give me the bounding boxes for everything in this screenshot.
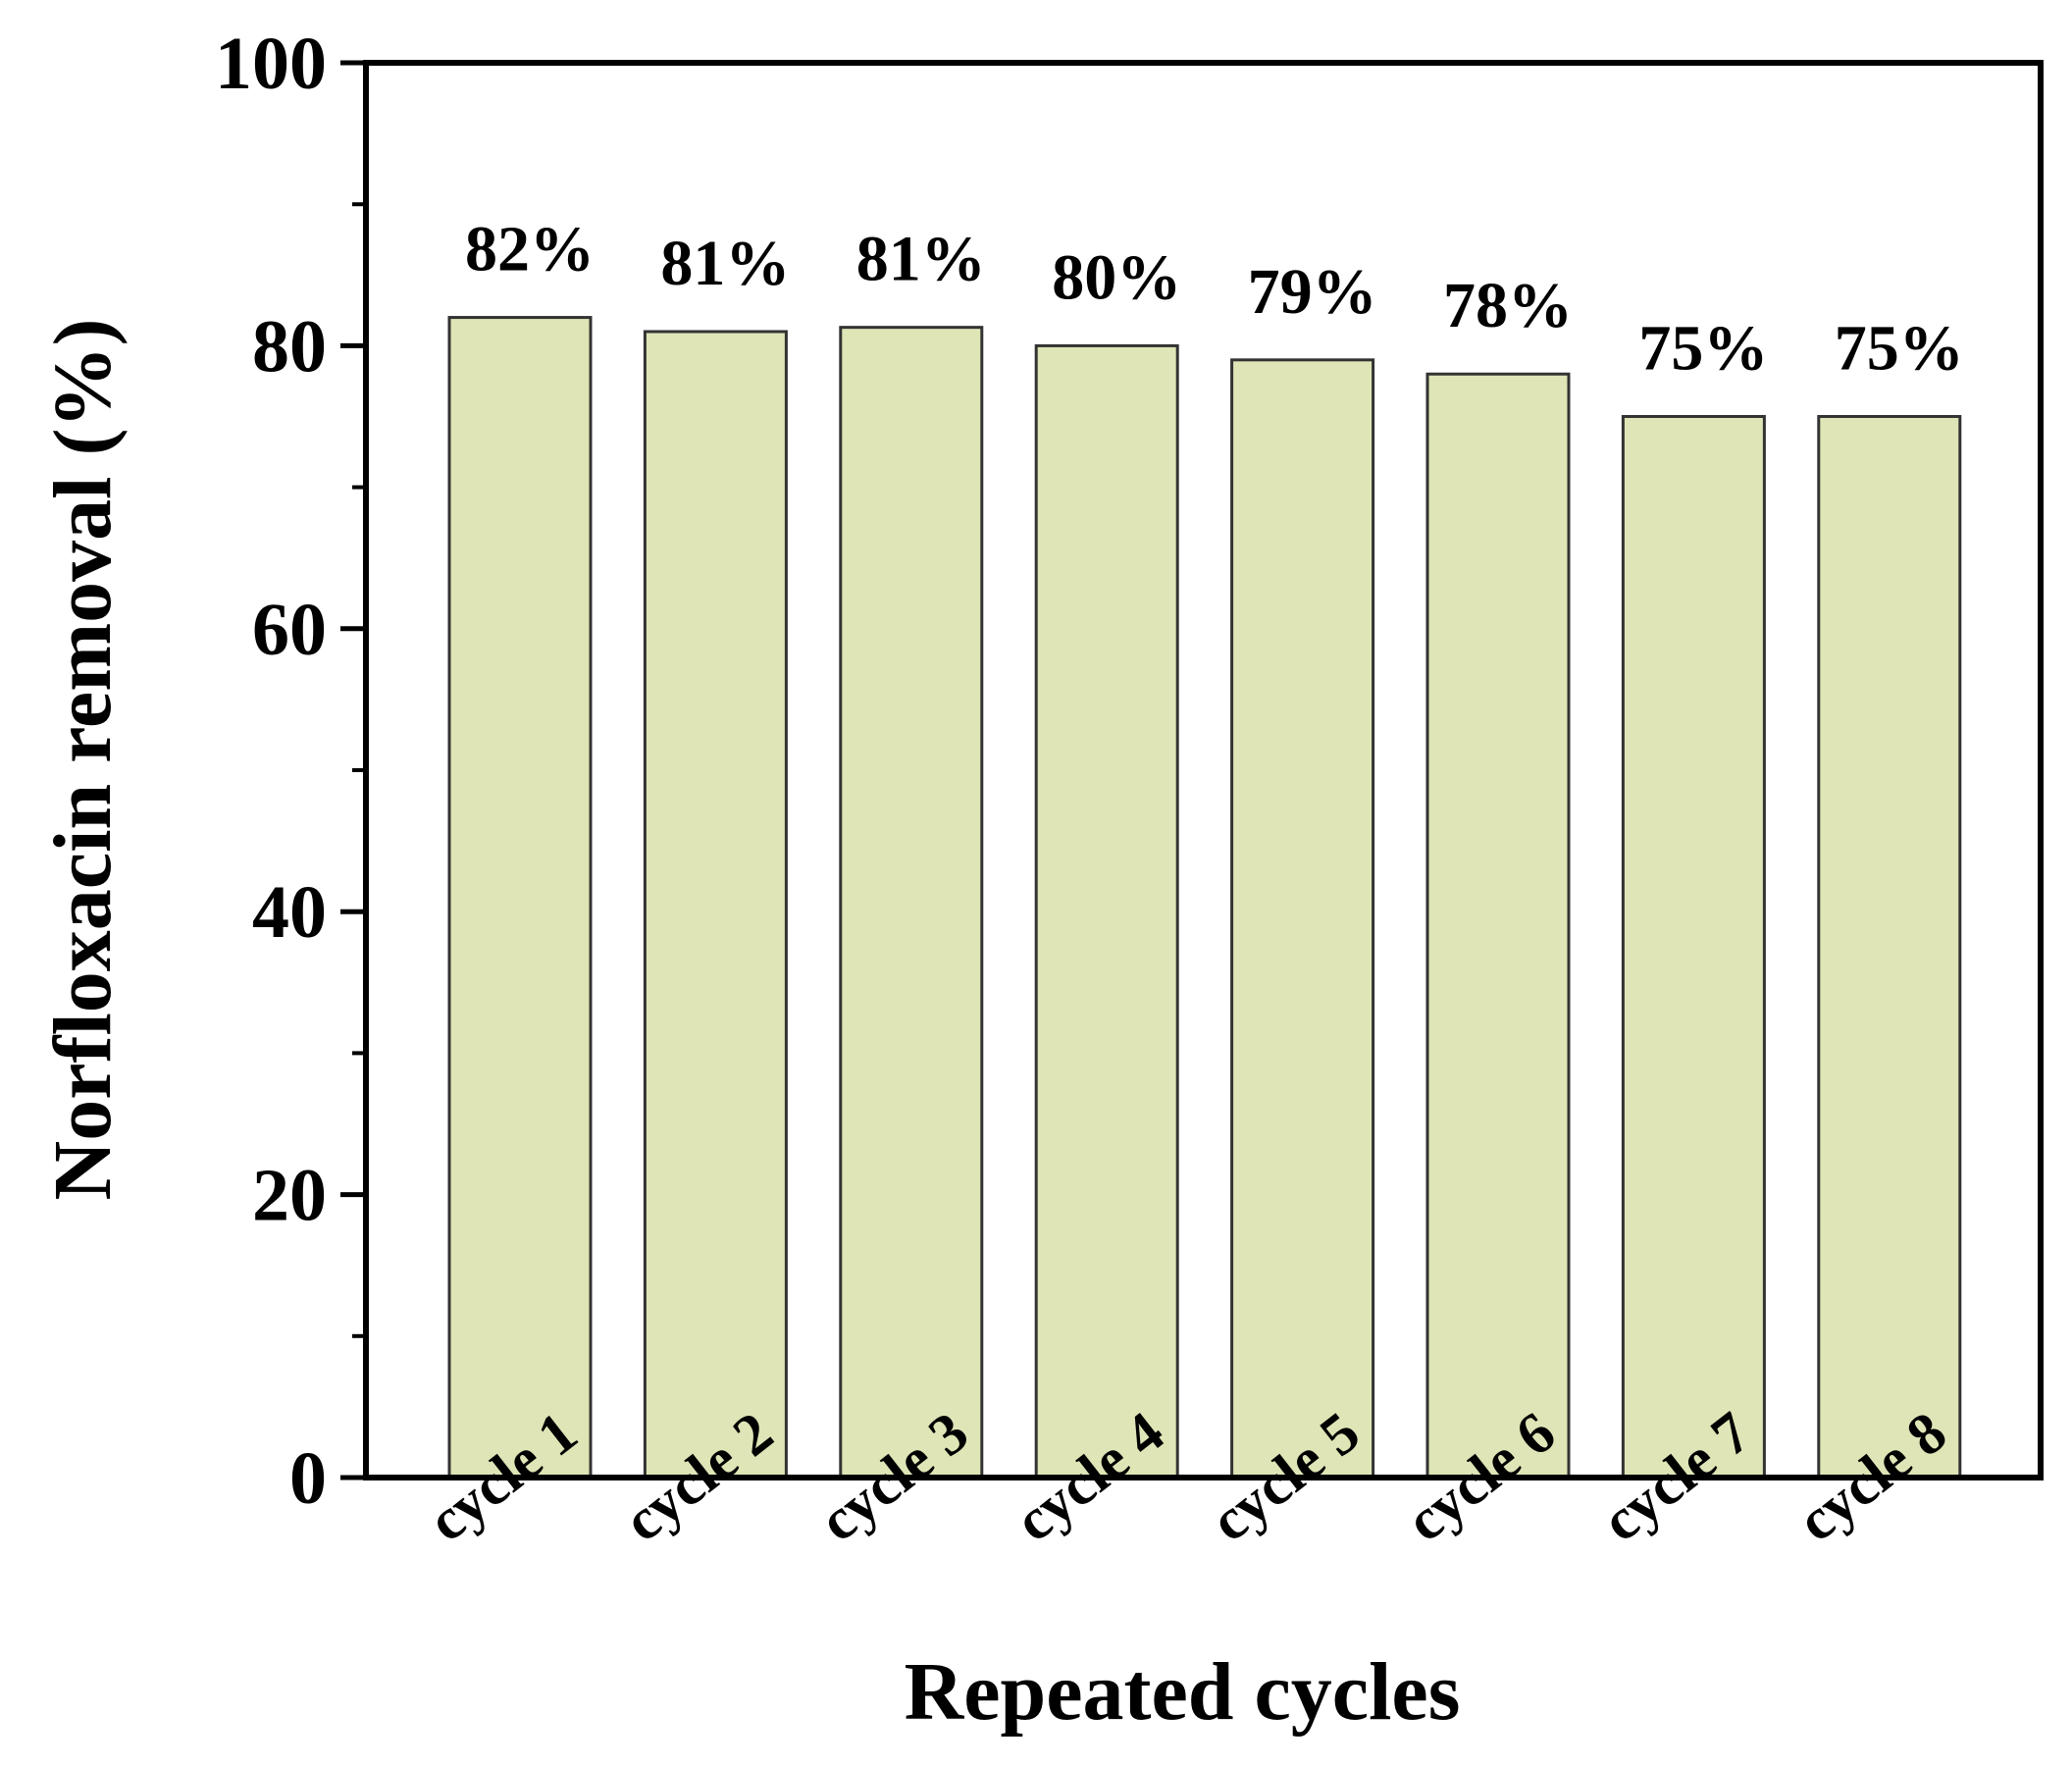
bar-8	[1817, 415, 1962, 1480]
x-axis-title: Repeated cycles	[905, 1646, 1461, 1738]
data-label-3: 81%	[856, 224, 986, 295]
bar-1	[447, 316, 593, 1480]
bars-layer	[447, 316, 1962, 1480]
bar-4	[1034, 343, 1179, 1480]
data-label-4: 80%	[1052, 241, 1181, 313]
data-label-7: 75%	[1638, 313, 1768, 385]
bar-5	[1230, 358, 1375, 1480]
axes-layer	[340, 60, 2044, 1480]
y-tick-label-80: 80	[252, 305, 327, 388]
y-tick-label-20: 20	[252, 1155, 327, 1237]
bar-2	[643, 330, 788, 1480]
data-label-5: 79%	[1248, 256, 1377, 328]
y-tick-label-60: 60	[252, 589, 327, 671]
data-label-8: 75%	[1835, 313, 1964, 385]
data-label-2: 81%	[660, 228, 790, 299]
bar-6	[1425, 372, 1571, 1480]
y-tick-label-0: 0	[289, 1437, 327, 1520]
bar-7	[1621, 415, 1766, 1480]
y-tick-label-100: 100	[215, 23, 327, 105]
data-label-1: 82%	[465, 214, 595, 286]
y-axis-title: Norfloxacin removal (%)	[37, 319, 129, 1201]
bar-3	[839, 326, 984, 1480]
data-label-6: 78%	[1443, 270, 1573, 341]
y-tick-label-40: 40	[252, 871, 327, 954]
plot-frame	[363, 60, 2044, 1480]
